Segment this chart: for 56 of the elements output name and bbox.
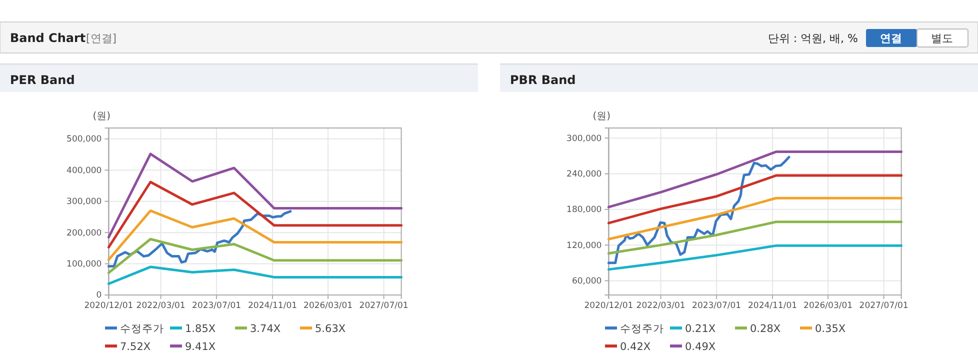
line-series <box>107 152 403 238</box>
legend-label: 0.42X <box>620 341 651 353</box>
legend-label: 수정주가 <box>120 323 164 335</box>
x-tick-label: 2020/12/01 <box>84 301 134 312</box>
line-series <box>107 238 403 274</box>
y-tick-label: 240,000 <box>566 169 602 180</box>
legend-label: 0.28X <box>750 323 781 335</box>
line-series <box>607 196 903 240</box>
y-tick-label: 180,000 <box>566 205 602 216</box>
line-series <box>607 150 903 208</box>
legend-label: 0.49X <box>685 341 716 353</box>
y-tick-label: 60,000 <box>572 276 602 286</box>
x-tick-label: 2027/07/01 <box>359 301 408 312</box>
y-tick-label: 500,000 <box>66 134 102 145</box>
x-tick-label: 2023/07/01 <box>192 301 242 312</box>
text: 단위 : 억원, 배, % <box>768 32 858 45</box>
legend-label: 수정주가 <box>620 323 664 335</box>
line-series <box>607 174 903 224</box>
line-series <box>607 220 903 255</box>
x-tick-label: 2022/03/01 <box>136 301 186 312</box>
text: [연결] <box>86 32 117 45</box>
x-tick-label: 2020/12/01 <box>584 301 634 312</box>
text: Band Chart <box>10 31 86 45</box>
legend-label: 9.41X <box>185 341 216 353</box>
line-series <box>107 266 403 286</box>
text: 연결 <box>880 32 902 45</box>
x-tick-label: 2026/03/01 <box>804 301 853 312</box>
y-tick-label: 120,000 <box>566 240 602 251</box>
line-series <box>107 210 292 268</box>
x-tick-label: 2027/07/01 <box>859 301 908 312</box>
legend-label: 3.74X <box>250 323 281 335</box>
legend-label: 0.35X <box>815 323 846 335</box>
chart-title: PER Band <box>10 73 75 87</box>
line-series <box>607 244 903 271</box>
x-tick-label: 2024/11/01 <box>748 301 798 312</box>
y-tick-label: 100,000 <box>66 260 102 270</box>
y-tick-label: 0 <box>96 290 102 301</box>
line-series <box>107 180 403 248</box>
x-tick-label: 2023/07/01 <box>692 301 742 312</box>
y-tick-label: 300,000 <box>566 134 602 144</box>
legend-label: 7.52X <box>120 341 151 353</box>
x-tick-label: 2022/03/01 <box>636 301 686 312</box>
y-tick-label: 300,000 <box>66 197 102 208</box>
y-axis-title: (원) <box>592 111 611 122</box>
y-axis-title: (원) <box>92 111 111 122</box>
line-series <box>107 209 403 261</box>
legend-label: 1.85X <box>185 323 216 335</box>
y-tick-label: 400,000 <box>66 166 102 176</box>
chart-title: PBR Band <box>510 73 576 87</box>
line-series <box>607 156 790 264</box>
x-tick-label: 2026/03/01 <box>304 301 353 312</box>
y-tick-label: 200,000 <box>66 228 102 238</box>
legend-label: 0.21X <box>685 323 716 335</box>
x-tick-label: 2024/11/01 <box>248 301 298 312</box>
legend-label: 5.63X <box>315 323 346 335</box>
text: 별도 <box>931 32 953 45</box>
